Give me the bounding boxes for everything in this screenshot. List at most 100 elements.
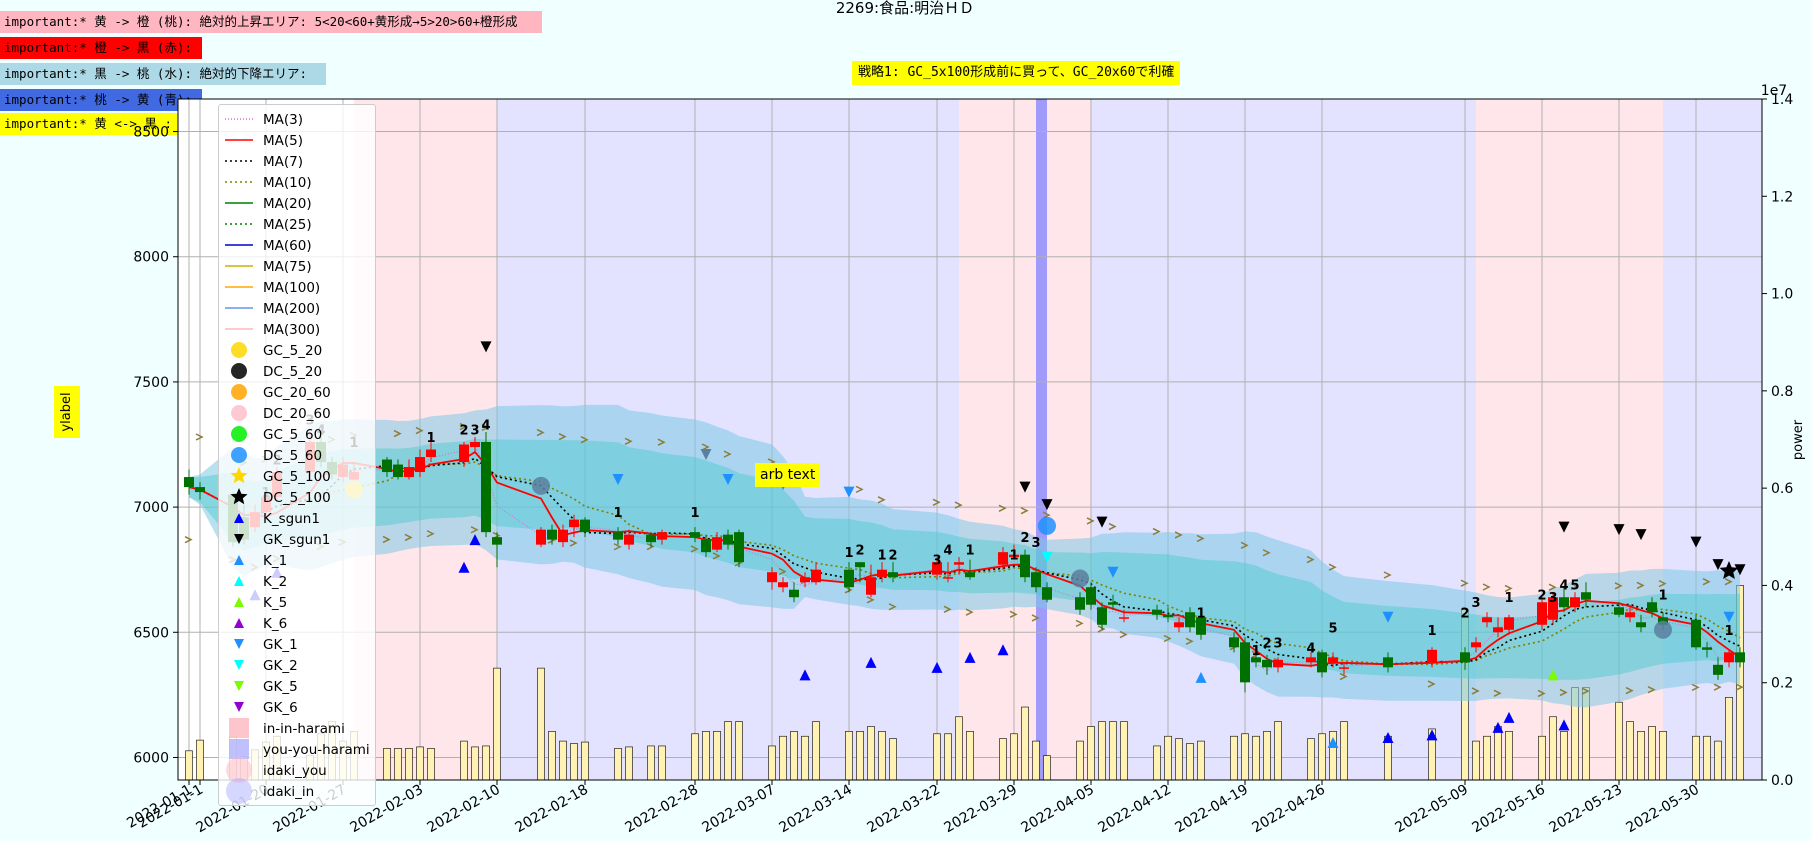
volume-bar: [724, 721, 732, 781]
candle-body: [195, 487, 205, 493]
signal-marker: [1107, 566, 1119, 578]
legend-label: GK_5: [263, 679, 298, 695]
signal-marker: [480, 341, 492, 353]
y2-label: power: [1791, 419, 1806, 460]
volume-bar: [427, 748, 435, 781]
highlight-band: [1036, 99, 1047, 780]
candle-body: [569, 519, 579, 528]
trend-arrow: [1108, 522, 1117, 531]
legend-label: MA(5): [263, 133, 303, 149]
count-label: 3: [1031, 536, 1040, 551]
bollinger-bands: [189, 404, 1740, 708]
legend-swatch: [231, 447, 247, 463]
candle-body: [646, 534, 656, 543]
legend-label: MA(7): [263, 154, 303, 170]
trend-arrow: [1262, 549, 1271, 557]
trend-arrow: [888, 603, 897, 611]
signal-marker: [1690, 536, 1702, 548]
signal-marker: [964, 651, 976, 663]
count-label: 3: [1471, 596, 1480, 611]
legend-label: GK_sgun1: [263, 532, 330, 548]
signal-marker: [469, 534, 481, 546]
signal-marker: [1041, 499, 1053, 511]
candle-body: [1482, 617, 1492, 623]
count-label: 3: [1548, 591, 1557, 606]
signal-marker: [931, 661, 943, 673]
trend-arrow: [1625, 686, 1634, 695]
legend-swatch: [230, 488, 248, 505]
candle-body: [1328, 657, 1338, 663]
trend-arrow: [1119, 630, 1128, 639]
trend-arrow: [657, 438, 666, 446]
y2-tick-label: 0.4: [1771, 578, 1793, 594]
legend-swatch: [230, 467, 248, 484]
candle-body: [536, 529, 546, 545]
legend-swatch: [234, 576, 244, 586]
y-tick-label: 8500: [133, 125, 169, 141]
volume-bar: [471, 746, 479, 781]
candle-body: [1042, 587, 1052, 600]
volume-bar: [625, 746, 633, 781]
candle-body: [1724, 652, 1734, 663]
volume-bar: [702, 731, 710, 781]
trend-arrow: [1240, 541, 1249, 550]
candle-body: [800, 577, 810, 583]
volume-bar: [1692, 735, 1700, 781]
candle-body: [547, 529, 557, 540]
candle-body: [558, 529, 568, 543]
legend-label: K_6: [263, 616, 287, 632]
trend-arrow: [1724, 578, 1733, 586]
signal-marker: [700, 449, 712, 461]
volume-bar: [1318, 733, 1326, 781]
count-label: 1: [426, 431, 435, 446]
count-label: 2: [1537, 589, 1546, 604]
trend-arrow: [1559, 688, 1568, 697]
trend-arrow: [1251, 650, 1260, 658]
count-label: 5: [1328, 621, 1337, 636]
x-tick-label: 2022-05-09: [1393, 782, 1471, 837]
signal-marker: [1071, 569, 1089, 588]
trend-arrow: [778, 567, 787, 576]
volume-bar: [933, 733, 941, 781]
trend-arrow: [998, 504, 1007, 512]
legend-label: GC_5_100: [263, 469, 331, 485]
volume-bar: [889, 738, 897, 781]
count-label: 2: [855, 544, 864, 559]
candle-body: [382, 459, 392, 473]
volume-bar: [1659, 731, 1667, 781]
candle-body: [1262, 659, 1272, 668]
plot-frame: [177, 98, 1763, 781]
candle-body: [844, 569, 854, 588]
volume-bar: [1153, 745, 1161, 781]
candle-body: [613, 532, 623, 540]
volume-bar: [581, 741, 589, 781]
y-tick-label: 7500: [133, 375, 169, 391]
trend-arrow: [613, 543, 622, 551]
strategy-label: 戦略1: GC_5x100形成前に買って、GC_20x60で利確: [852, 61, 1181, 85]
signal-marker: [1635, 529, 1647, 541]
note-1: important:* 黄 -> 橙 (桃): 絶対的上昇エリア: 5<20<6…: [0, 11, 542, 33]
legend: MA(3) MA(5) MA(7) MA(10) MA(20) MA(25) MA(60) M…: [218, 104, 376, 806]
volume-bar: [1483, 735, 1491, 781]
candle-body: [1339, 667, 1349, 669]
candle-body: [1174, 622, 1184, 628]
bollinger-band-outer: [189, 404, 1740, 708]
trend-arrow: [1735, 683, 1744, 691]
legend-label: MA(75): [263, 259, 312, 275]
signal-marker: [1382, 611, 1394, 623]
trend-arrow: [1647, 685, 1656, 694]
candle-body: [459, 444, 469, 463]
volume-bar: [1120, 721, 1128, 781]
region-band: [959, 99, 1091, 780]
count-label: 4: [943, 544, 952, 559]
legend-label: GC_5_60: [263, 427, 322, 443]
count-label: 1: [1196, 606, 1205, 621]
candle-body: [1537, 602, 1547, 625]
count-label: 5: [1570, 579, 1579, 594]
candle-body: [481, 442, 491, 533]
legend-swatch: [231, 405, 247, 421]
trend-arrow: [404, 533, 413, 542]
candle-body: [690, 532, 700, 538]
legend-label: GC_20_60: [263, 385, 331, 401]
y-tick-label: 6000: [133, 750, 169, 766]
